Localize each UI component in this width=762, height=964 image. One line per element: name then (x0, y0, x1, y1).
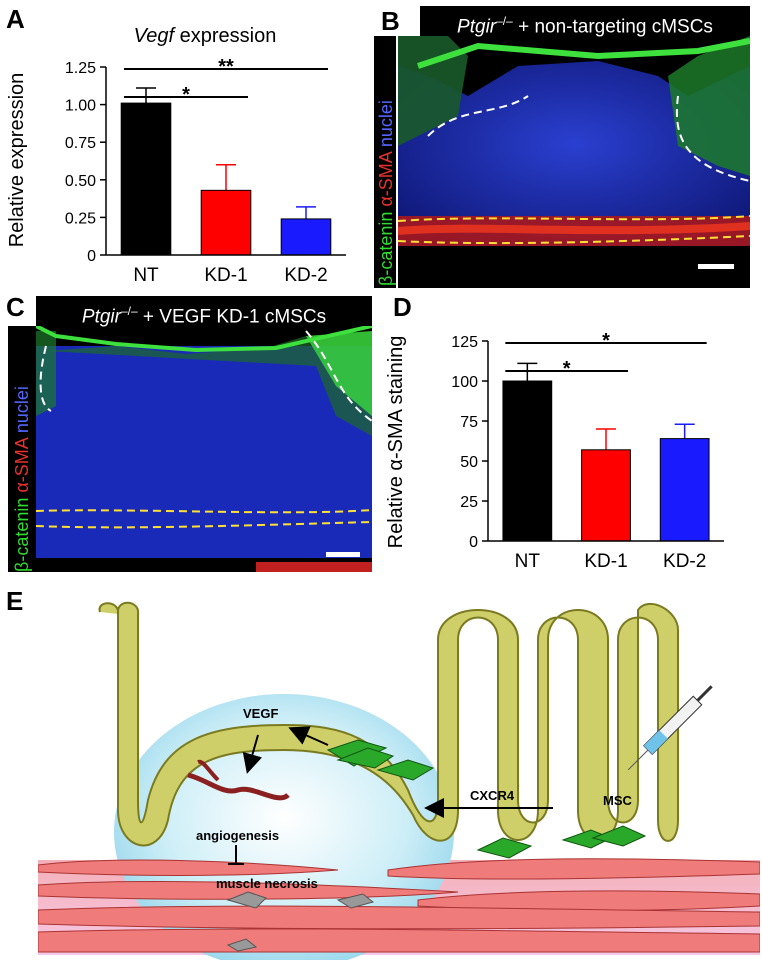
syringe-icon (627, 685, 713, 771)
y-tick-label: 0 (469, 534, 478, 551)
c-title-gene: Ptgir (81, 306, 121, 328)
chart-vegf-expression: Vegf expression Relative expression 0 0.2… (6, 25, 346, 286)
label-msc: MSC (603, 793, 633, 808)
label-vegf: VEGF (243, 706, 278, 721)
stain-label-c: β-catenin α-SMA nuclei (12, 386, 32, 572)
label-angiogenesis: angiogenesis (196, 828, 279, 843)
y-tick-label: 75 (460, 414, 478, 431)
chart-d-ylabel: Relative α-SMA staining (385, 336, 407, 549)
bar-kd-1 (200, 189, 252, 256)
stain-label-b: β-catenin α-SMA nuclei (376, 100, 396, 286)
chart-a-title-rest: expression (174, 25, 276, 47)
micrograph-b (398, 36, 750, 288)
panel-letter-b: B (381, 6, 400, 36)
panel-letter-a: A (6, 4, 25, 34)
c-title-sup: –/– (120, 304, 138, 318)
y-tick-label: 0 (87, 248, 96, 265)
panel-letter-d: D (393, 292, 412, 322)
label-muscle-necrosis: muscle necrosis (216, 876, 318, 891)
b-title-sup: –/– (496, 14, 513, 28)
x-tick-label: NT (133, 265, 159, 286)
y-tick-label: 1.00 (65, 98, 96, 115)
micrograph-c-title: Ptgir–/– + VEGF KD-1 cMSCs (36, 296, 372, 328)
label-cxcr4: CXCR4 (470, 788, 515, 803)
diagram-msc-mechanism: VEGF angiogenesis muscle necrosis CXCR4 … (38, 601, 760, 960)
y-tick-label: 100 (451, 374, 478, 391)
chart-a-title-italic: Vegf (134, 25, 177, 47)
scale-bar-c (326, 552, 360, 557)
c-title-rest: + VEGF KD-1 cMSCs (137, 306, 327, 328)
y-tick-label: 50 (460, 454, 478, 471)
significance-label: * (563, 358, 571, 380)
significance-label: ** (218, 56, 234, 78)
x-tick-label: KD-2 (284, 265, 327, 286)
x-tick-label: NT (515, 551, 541, 572)
significance-label: * (182, 84, 190, 106)
chart-asma-staining: Relative α-SMA staining 0 25 50 75 100 125 NT K… (385, 330, 724, 572)
bar-kd-2 (659, 438, 710, 542)
x-tick-label: KD-1 (584, 551, 627, 572)
y-tick-label: 0.25 (65, 210, 96, 227)
scale-bar-b (698, 264, 734, 269)
y-tick-label: 0.50 (65, 173, 96, 190)
chart-a-ylabel: Relative expression (6, 73, 28, 248)
y-tick-label: 0.75 (65, 135, 96, 152)
micrograph-b-title: Ptgir–/– + non-targeting cMSCs (420, 6, 750, 38)
y-tick-label: 125 (451, 334, 478, 351)
bar-kd-2 (280, 218, 332, 256)
tissue-nuclei-b (398, 61, 750, 246)
micrograph-c (36, 326, 372, 572)
bar-nt (120, 102, 172, 256)
bar-kd-1 (581, 449, 631, 542)
b-title-gene: Ptgir (457, 16, 497, 38)
vessel (187, 772, 290, 801)
y-tick-label: 25 (460, 494, 478, 511)
b-title-rest: + non-targeting cMSCs (512, 16, 713, 38)
msc-cells (326, 739, 647, 859)
panel-letter-e: E (6, 586, 24, 616)
bar-nt (502, 380, 553, 542)
chart-a-title: Vegf expression (134, 25, 277, 47)
panel-letter-c: C (6, 292, 25, 322)
x-tick-label: KD-1 (204, 265, 247, 286)
x-tick-label: KD-2 (663, 551, 706, 572)
significance-label: * (602, 330, 610, 352)
y-tick-label: 1.25 (65, 60, 96, 77)
